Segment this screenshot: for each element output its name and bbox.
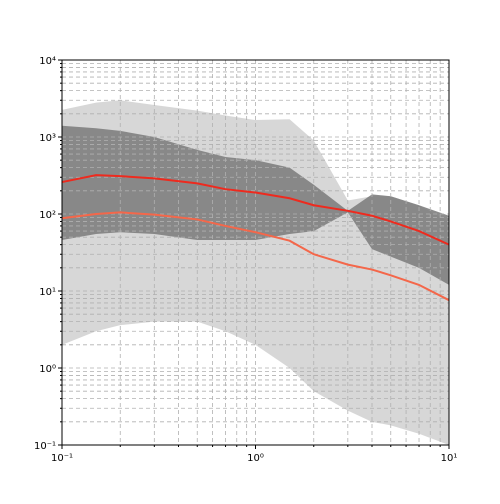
- line: [61, 174, 450, 246]
- x-tick-label: 10¹: [441, 453, 458, 464]
- x-tick-label: 10⁰: [247, 453, 264, 464]
- line: [61, 211, 450, 302]
- y-tick-label: 10⁻¹: [34, 441, 56, 452]
- x-tick-label: 10⁻¹: [51, 453, 73, 464]
- y-tick-label: 10²: [39, 210, 56, 221]
- y-tick-label: 10³: [39, 133, 56, 144]
- y-tick-label: 10⁰: [39, 364, 56, 375]
- band: [62, 125, 449, 285]
- y-tick-label: 10¹: [39, 287, 56, 298]
- y-tick-label: 10⁴: [39, 56, 56, 67]
- axes-frame: [61, 59, 450, 446]
